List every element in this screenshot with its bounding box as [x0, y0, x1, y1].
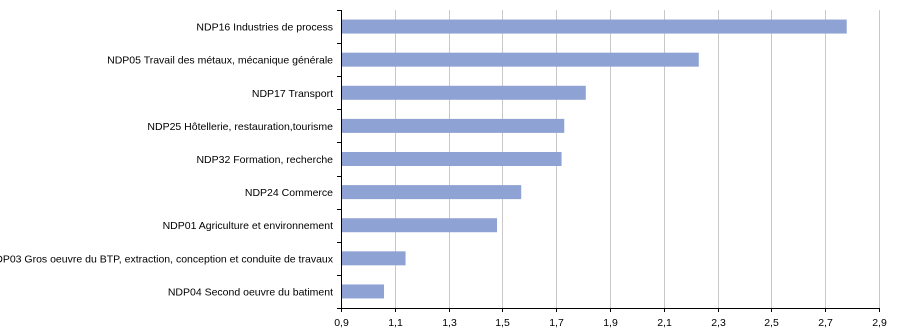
x-tick-label: 1,3 — [442, 317, 457, 329]
category-label: NDP16 Industries de process — [196, 22, 333, 34]
bar — [341, 118, 565, 133]
category-label: NDP01 Agriculture et environnement — [163, 220, 334, 232]
x-tick-label: 1,7 — [549, 317, 564, 329]
bar — [341, 52, 699, 67]
bar — [341, 19, 847, 34]
bar — [341, 85, 586, 100]
x-tick-label: 0,9 — [334, 317, 349, 329]
x-tick-label: 2,9 — [872, 317, 887, 329]
bar — [341, 185, 522, 200]
axes — [337, 10, 880, 312]
tick-labels: 0,9 1,1 1,3 1,5 1,7 1,9 2,1 2,3 2,5 2,7 2,9 — [334, 317, 887, 329]
x-tick-label: 1,5 — [495, 317, 510, 329]
bar — [341, 251, 406, 266]
category-label: NDP32 Formation, recherche — [196, 154, 333, 166]
x-tick-label: 1,1 — [388, 317, 403, 329]
category-labels: NDP16 Industries de process NDP05 Travail… — [0, 22, 334, 299]
x-tick-label: 2,7 — [818, 317, 833, 329]
x-tick-label: 2,3 — [711, 317, 726, 329]
category-label: NDP03 Gros oeuvre du BTP, extraction, co… — [0, 253, 334, 265]
category-label: NDP17 Transport — [252, 88, 333, 100]
category-label: NDP24 Commerce — [245, 187, 333, 199]
category-label: NDP05 Travail des métaux, mécanique géné… — [107, 55, 333, 67]
bar — [341, 284, 385, 299]
category-label: NDP25 Hôtellerie, restauration,tourisme — [147, 121, 333, 133]
category-label: NDP04 Second oeuvre du batiment — [168, 286, 333, 298]
bar — [341, 218, 498, 233]
bar — [341, 152, 562, 166]
x-tick-label: 2,1 — [657, 317, 672, 329]
x-tick-label: 1,9 — [603, 317, 618, 329]
bars — [341, 19, 847, 299]
x-tick-label: 2,5 — [764, 317, 779, 329]
